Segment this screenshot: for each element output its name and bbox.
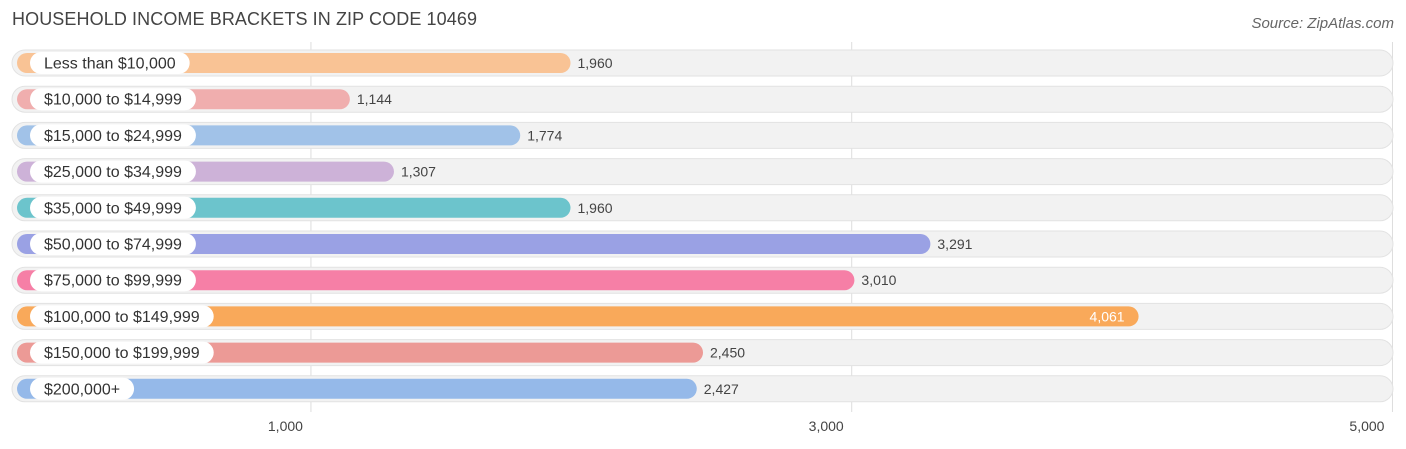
chart-title: HOUSEHOLD INCOME BRACKETS IN ZIP CODE 10… bbox=[12, 9, 478, 29]
bar-row: $10,000 to $14,999 1,144 bbox=[11, 85, 1394, 113]
category-label: $150,000 to $199,999 bbox=[44, 345, 200, 362]
category-label: $15,000 to $24,999 bbox=[44, 128, 182, 145]
category-label-pill bbox=[30, 124, 196, 147]
value-label: 2,427 bbox=[704, 381, 739, 397]
value-label: 1,144 bbox=[357, 91, 392, 107]
bar-row: $50,000 to $74,999 3,291 bbox=[11, 230, 1394, 258]
source-credit: Source: ZipAtlas.com bbox=[1251, 15, 1394, 32]
bar-row: $75,000 to $99,999 3,010 bbox=[11, 266, 1394, 294]
bar bbox=[17, 234, 931, 254]
category-label-pill bbox=[30, 305, 214, 328]
category-label-pill bbox=[30, 88, 196, 111]
category-label-pill bbox=[30, 377, 135, 400]
bar-rows: Less than $10,000 1,960 $10,000 to $14,999… bbox=[11, 49, 1394, 403]
category-label-pill bbox=[30, 269, 196, 292]
bar-track bbox=[11, 85, 1394, 113]
category-label: $35,000 to $49,999 bbox=[44, 200, 182, 217]
value-label: 1,774 bbox=[527, 127, 562, 143]
value-label: 2,450 bbox=[710, 345, 745, 361]
category-label: $200,000+ bbox=[44, 381, 120, 398]
category-label: $100,000 to $149,999 bbox=[44, 309, 200, 326]
bar bbox=[17, 378, 697, 399]
category-label-pill bbox=[30, 196, 196, 219]
bar-row: $100,000 to $149,999 4,061 bbox=[11, 302, 1394, 330]
x-axis-ticks: 1,000 3,000 5,000 bbox=[268, 418, 1385, 434]
value-label: 1,960 bbox=[578, 55, 613, 71]
bar-row: Less than $10,000 1,960 bbox=[11, 49, 1394, 77]
category-label-pill bbox=[30, 341, 214, 364]
bar-row: $150,000 to $199,999 2,450 bbox=[11, 339, 1394, 367]
bar-row: $15,000 to $24,999 1,774 bbox=[11, 121, 1394, 149]
value-label: 3,010 bbox=[861, 272, 896, 288]
bar-row: $25,000 to $34,999 1,307 bbox=[11, 158, 1394, 186]
bar bbox=[17, 270, 855, 291]
value-label: 1,960 bbox=[578, 200, 613, 216]
x-tick-label: 1,000 bbox=[268, 418, 303, 434]
category-label: $75,000 to $99,999 bbox=[44, 273, 182, 290]
category-label: Less than $10,000 bbox=[44, 56, 176, 73]
bar-row: $35,000 to $49,999 1,960 bbox=[11, 194, 1394, 222]
value-label: 4,061 bbox=[1090, 308, 1125, 324]
value-label: 1,307 bbox=[401, 164, 436, 180]
bar bbox=[17, 306, 1139, 327]
bar-row: $200,000+ 2,427 bbox=[11, 375, 1394, 403]
category-label-pill bbox=[30, 233, 196, 255]
category-label: $10,000 to $14,999 bbox=[44, 92, 182, 109]
category-label: $25,000 to $34,999 bbox=[44, 164, 182, 181]
category-label-pill bbox=[30, 52, 190, 74]
x-tick-label: 5,000 bbox=[1349, 418, 1384, 434]
value-label: 3,291 bbox=[937, 236, 972, 252]
x-tick-label: 3,000 bbox=[809, 418, 844, 434]
category-label: $50,000 to $74,999 bbox=[44, 237, 182, 254]
category-label-pill bbox=[30, 160, 196, 183]
